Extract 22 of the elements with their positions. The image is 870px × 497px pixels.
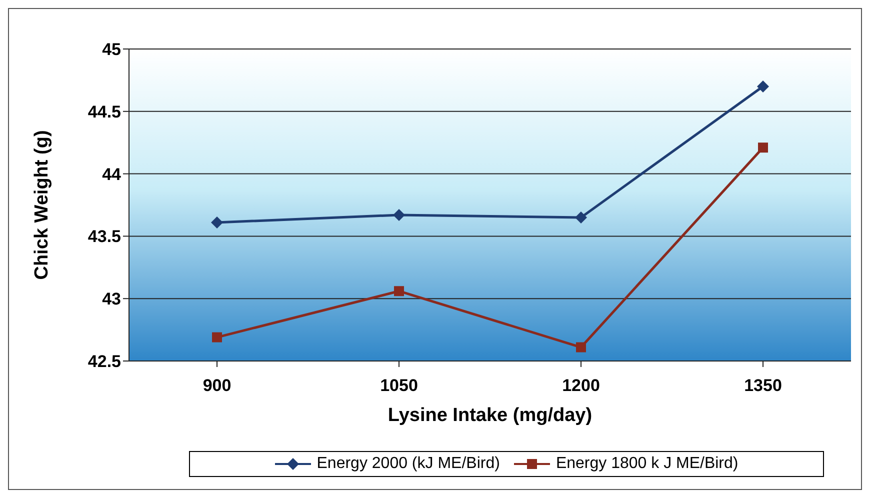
y-axis-title: Chick Weight (g) [32, 130, 53, 280]
point [394, 286, 404, 296]
point [211, 216, 223, 228]
y-tick-label: 43 [102, 290, 121, 309]
point [393, 208, 405, 221]
y-tick-label: 43.5 [88, 227, 121, 246]
x-tick-label: 1350 [744, 376, 782, 396]
point [576, 342, 586, 352]
point [212, 332, 222, 342]
point [757, 80, 769, 92]
y-tick-label: 44.5 [88, 102, 121, 122]
legend-label: Energy 2000 (kJ ME/Bird) [316, 455, 500, 473]
y-tick-label: 44 [102, 164, 122, 184]
legend-label: Energy 1800 k J ME/Bird) [554, 455, 738, 473]
y-tick-label: 45 [102, 40, 121, 60]
point [758, 142, 768, 153]
x-tick-label: 900 [202, 376, 232, 396]
point [575, 211, 587, 224]
x-tick-label: 1200 [562, 376, 600, 396]
x-tick-label: 1050 [380, 376, 418, 396]
x-axis-title: Lysine Intake (mg/day) [388, 405, 592, 426]
y-tick-label: 42.5 [88, 352, 121, 372]
